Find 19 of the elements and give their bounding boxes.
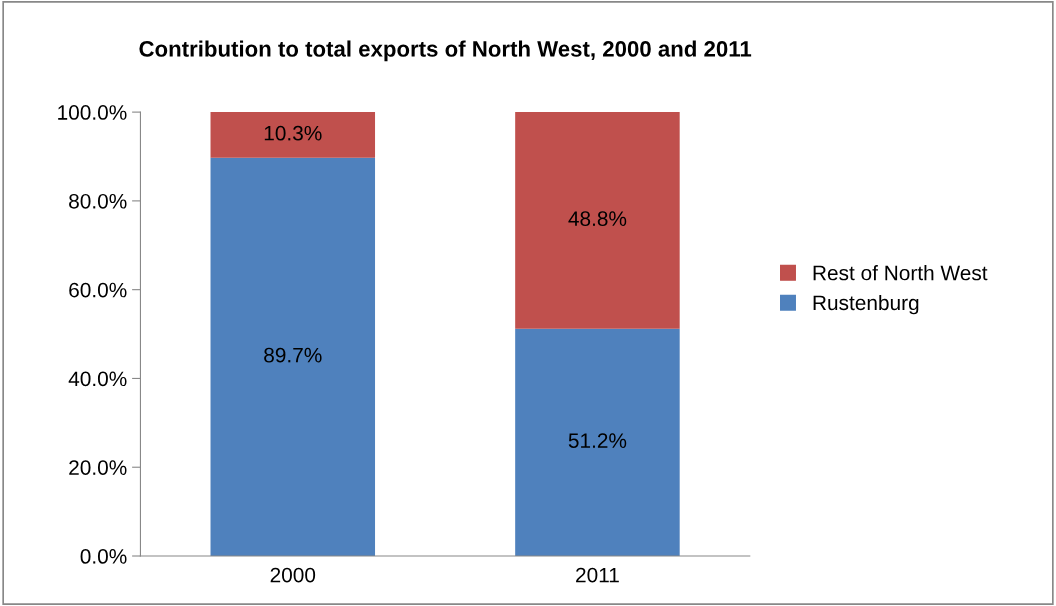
data-label: 10.3% (264, 125, 322, 141)
bar (515, 328, 680, 556)
chart-title: Contribution to total exports of North West, 2000 and 2011 (139, 40, 752, 62)
y-tick-label: 100.0% (58, 105, 127, 120)
data-label: 51.2% (568, 433, 627, 448)
bar (210, 157, 376, 556)
legend-label: Rustenburg (813, 294, 919, 315)
bar (515, 112, 680, 329)
x-tick-label: 2000 (270, 567, 316, 583)
data-label: 48.8% (568, 211, 627, 227)
legend-label: Rest of North West (813, 265, 988, 281)
bar (210, 112, 376, 158)
y-tick-label: 80.0% (69, 193, 127, 209)
y-tick-label: 40.0% (68, 371, 127, 387)
data-label: 89.7% (264, 347, 322, 363)
y-tick-label: 20.0% (69, 460, 127, 475)
x-tick-label: 2011 (576, 567, 619, 583)
y-tick-label: 0.0% (80, 549, 127, 564)
y-tick-label: 60.0% (69, 282, 127, 298)
